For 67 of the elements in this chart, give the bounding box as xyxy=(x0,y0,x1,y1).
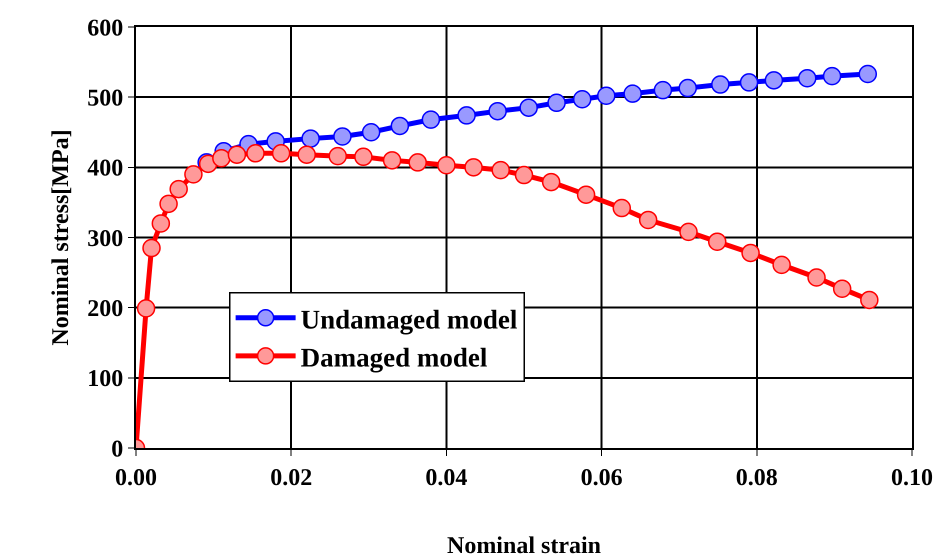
point xyxy=(297,145,316,164)
point xyxy=(488,102,507,120)
point xyxy=(542,172,560,192)
point xyxy=(514,166,534,184)
point xyxy=(832,279,852,298)
point xyxy=(708,232,726,251)
point xyxy=(136,299,156,318)
y-tick-label: 200 xyxy=(87,296,124,322)
point xyxy=(740,73,758,92)
x-axis-title: Nominal strain xyxy=(446,533,602,559)
x-tick-label: 0.04 xyxy=(425,464,468,491)
point xyxy=(362,123,380,142)
point xyxy=(159,194,178,214)
x-tick-label: 0.10 xyxy=(891,464,933,491)
point xyxy=(246,144,265,163)
point xyxy=(328,146,348,166)
point xyxy=(822,66,842,86)
point xyxy=(678,78,697,98)
point xyxy=(519,98,538,117)
legend-label: Damaged model xyxy=(300,342,488,372)
point xyxy=(437,156,456,174)
point xyxy=(654,80,672,100)
y-tick-label: 400 xyxy=(87,156,124,182)
point xyxy=(408,153,427,172)
y-tick-label: 0 xyxy=(111,436,124,462)
point xyxy=(457,106,476,125)
x-tick-label: 0.00 xyxy=(115,464,157,491)
point xyxy=(764,71,784,90)
point xyxy=(860,290,879,310)
point xyxy=(142,238,161,258)
point xyxy=(858,64,878,84)
point xyxy=(169,180,188,198)
point xyxy=(184,165,203,184)
y-tick-label: 100 xyxy=(87,366,124,392)
point xyxy=(422,110,440,129)
point xyxy=(572,90,592,109)
point xyxy=(679,222,698,242)
point xyxy=(354,148,373,166)
legend-label: Undamaged model xyxy=(300,304,518,334)
point xyxy=(491,160,510,180)
point xyxy=(772,256,791,274)
point xyxy=(272,144,290,163)
point xyxy=(547,94,566,112)
point xyxy=(623,84,642,103)
point xyxy=(807,268,826,287)
point xyxy=(228,145,246,164)
x-tick-label: 0.02 xyxy=(270,464,312,491)
point xyxy=(212,148,231,168)
point xyxy=(597,86,616,105)
point xyxy=(333,127,352,146)
point xyxy=(798,68,816,88)
point xyxy=(612,198,632,218)
y-tick-label: 600 xyxy=(87,15,124,42)
y-tick-label: 300 xyxy=(87,226,124,252)
point xyxy=(301,129,320,148)
point xyxy=(741,244,760,262)
point xyxy=(152,214,170,233)
point xyxy=(464,158,483,177)
point xyxy=(638,210,658,230)
point xyxy=(390,116,410,136)
point xyxy=(382,151,402,170)
x-tick-label: 0.06 xyxy=(580,464,623,491)
y-axis-title: Nominal stress[MPa] xyxy=(48,129,74,346)
x-tick-label: 0.08 xyxy=(736,464,778,491)
point xyxy=(711,75,730,94)
point xyxy=(576,185,596,204)
y-tick-label: 500 xyxy=(87,86,124,112)
